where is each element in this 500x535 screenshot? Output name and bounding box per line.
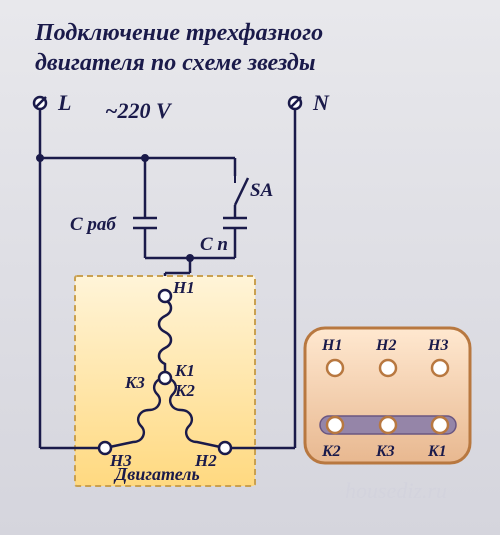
switch-blade xyxy=(235,178,248,205)
watermark: housediz.ru xyxy=(345,478,447,503)
tbox-hole-h3 xyxy=(432,360,448,376)
node-h1 xyxy=(159,290,171,302)
tbox-lbl-k1: K1 xyxy=(427,443,447,460)
cap-run-label: С раб xyxy=(70,214,117,235)
schematic-svg: L N ~220 V С раб SA С п Двигатель xyxy=(0,78,500,533)
label-k3: K3 xyxy=(124,373,145,392)
voltage-label: ~220 V xyxy=(105,98,173,123)
tbox-lbl-k2: K2 xyxy=(321,443,341,460)
junction-L-bus xyxy=(37,155,44,162)
tbox-lbl-h2: H2 xyxy=(375,337,396,354)
tbox-lbl-h1: H1 xyxy=(321,337,342,354)
label-k1: K1 xyxy=(174,361,195,380)
label-h2: H2 xyxy=(194,451,217,470)
node-h2 xyxy=(219,442,231,454)
node-star-center xyxy=(159,372,171,384)
terminal-N-label: N xyxy=(312,90,330,115)
tbox-hole-h1 xyxy=(327,360,343,376)
terminal-L-label: L xyxy=(57,90,71,115)
tbox-hole-k1 xyxy=(432,417,448,433)
switch-label: SA xyxy=(250,180,273,201)
label-k2: K2 xyxy=(174,381,195,400)
tbox-lbl-h3: H3 xyxy=(427,337,448,354)
tbox-hole-k2 xyxy=(327,417,343,433)
title-line2: двигателя по схеме звезды xyxy=(35,50,316,76)
label-h1: H1 xyxy=(172,278,195,297)
title-line1: Подключение трехфазного xyxy=(35,20,323,46)
tbox-hole-k3 xyxy=(380,417,396,433)
diagram-title: Подключение трехфазного двигателя по схе… xyxy=(0,0,500,78)
tbox-lbl-k3: K3 xyxy=(375,443,395,460)
cap-start-label: С п xyxy=(200,234,228,255)
label-h3: H3 xyxy=(109,451,132,470)
tbox-hole-h2 xyxy=(380,360,396,376)
